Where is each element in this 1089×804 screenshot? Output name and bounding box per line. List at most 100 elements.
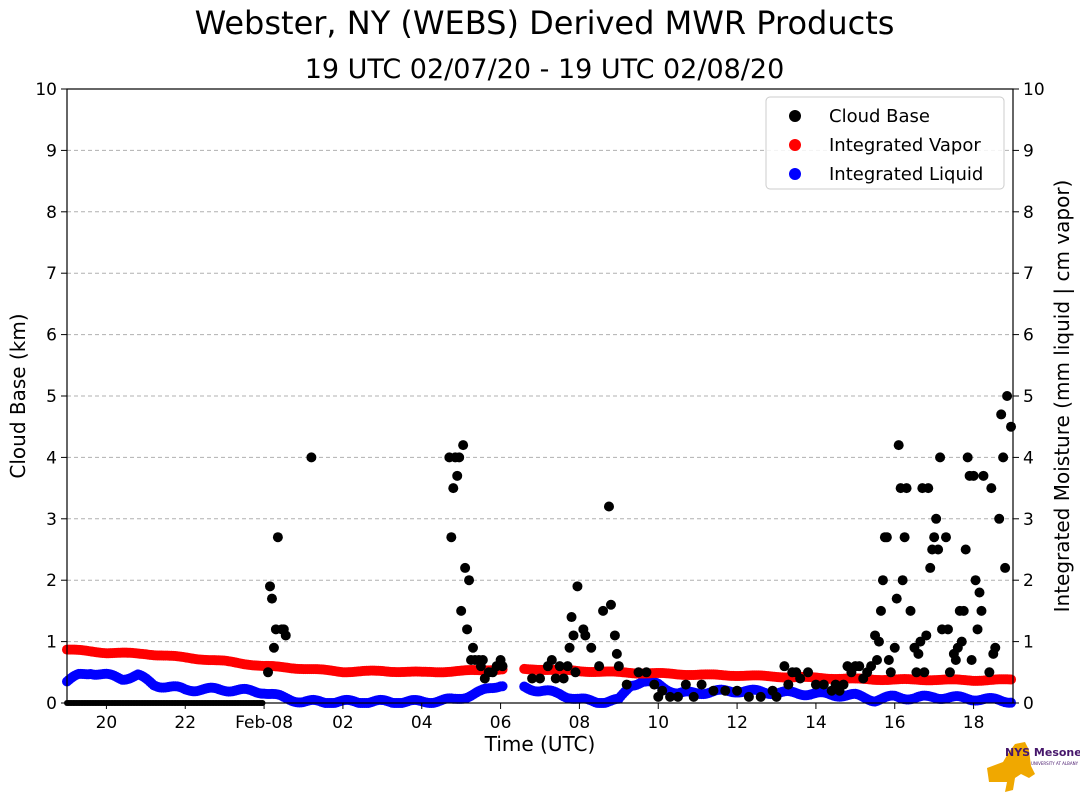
x-tick-label: 16 xyxy=(884,713,906,733)
y2-tick-label: 9 xyxy=(1023,141,1034,161)
legend-label-liquid: Integrated Liquid xyxy=(829,164,983,185)
cloud-base-point xyxy=(976,605,987,616)
cloud-base-point xyxy=(263,667,274,678)
cloud-base-point xyxy=(613,661,624,672)
cloud-base-point xyxy=(566,612,577,623)
cloud-base-point xyxy=(464,575,475,586)
cloud-base-point xyxy=(665,691,676,702)
cloud-base-point xyxy=(448,483,459,494)
y2-tick-label: 10 xyxy=(1023,80,1045,100)
liquid-point xyxy=(497,681,508,692)
cloud-base-point xyxy=(458,440,469,451)
y2-tick-label: 7 xyxy=(1023,264,1034,284)
cloud-base-point xyxy=(550,673,561,684)
y-tick-label: 2 xyxy=(46,571,57,591)
y2-tick-label: 4 xyxy=(1023,448,1034,468)
cloud-base-point xyxy=(1006,421,1017,432)
cloud-base-point xyxy=(998,452,1009,463)
y2-tick-label: 3 xyxy=(1023,510,1034,530)
cloud-base-point xyxy=(720,685,731,696)
x-tick-label: 20 xyxy=(96,713,118,733)
legend-marker-vapor xyxy=(789,139,801,151)
cloud-base-point xyxy=(984,667,995,678)
cloud-base-point xyxy=(264,581,275,592)
cloud-base-point xyxy=(572,581,583,592)
y-tick-label: 1 xyxy=(46,633,57,653)
cloud-base-point xyxy=(497,661,508,672)
x-tick-label: 06 xyxy=(490,713,512,733)
cloud-base-point xyxy=(1000,562,1011,573)
cloud-base-point xyxy=(944,667,955,678)
cloud-base-point xyxy=(266,593,277,604)
x-tick-label: 22 xyxy=(174,713,196,733)
cloud-base-point xyxy=(771,691,782,702)
cloud-base-point xyxy=(872,655,883,666)
cloud-base-point xyxy=(960,544,971,555)
cloud-base-point xyxy=(905,605,916,616)
cloud-base-point xyxy=(996,409,1007,420)
x-tick-label: 02 xyxy=(332,713,354,733)
cloud-base-point xyxy=(586,642,597,653)
x-tick-label: 14 xyxy=(805,713,827,733)
cloud-base-point xyxy=(935,452,946,463)
cloud-base-point xyxy=(818,679,829,690)
cloud-base-point xyxy=(280,630,291,641)
y-tick-label: 3 xyxy=(46,510,57,530)
x-tick-label: 10 xyxy=(647,713,669,733)
y-tick-label: 8 xyxy=(46,203,57,223)
cloud-base-point xyxy=(994,513,1005,524)
cloud-base-point xyxy=(942,624,953,635)
cloud-base-point xyxy=(611,648,622,659)
legend-label-vapor: Integrated Vapor xyxy=(829,135,981,156)
cloud-base-point xyxy=(783,679,794,690)
cloud-base-point xyxy=(972,624,983,635)
cloud-base-point xyxy=(603,501,614,512)
cloud-base-point xyxy=(641,667,652,678)
cloud-base-point xyxy=(919,667,930,678)
y2-tick-label: 2 xyxy=(1023,571,1034,591)
cloud-base-point xyxy=(657,685,668,696)
cloud-base-point xyxy=(633,667,644,678)
cloud-base-point xyxy=(929,532,940,543)
cloud-base-point xyxy=(990,642,1001,653)
cloud-base-point xyxy=(546,655,557,666)
cloud-base-point xyxy=(732,685,743,696)
cloud-base-point xyxy=(956,636,967,647)
cloud-base-point xyxy=(446,532,457,543)
cloud-base-point xyxy=(680,679,691,690)
cloud-base-point xyxy=(527,673,538,684)
legend-marker-liquid xyxy=(789,168,801,180)
cloud-base-point xyxy=(456,605,467,616)
legend-box xyxy=(765,96,1005,190)
cloud-base-point xyxy=(779,661,790,672)
cloud-base-point xyxy=(950,655,961,666)
y-tick-label: 5 xyxy=(46,387,57,407)
cloud-base-point xyxy=(810,679,821,690)
cloud-base-point xyxy=(978,470,989,481)
cloud-base-point xyxy=(893,440,904,451)
gridlines xyxy=(67,149,1013,643)
cloud-base-point xyxy=(877,575,888,586)
cloud-base-point xyxy=(562,661,573,672)
legend: Cloud Base Integrated Vapor Integrated L… xyxy=(765,96,1005,190)
cloud-base-point xyxy=(755,691,766,702)
cloud-base-point xyxy=(968,470,979,481)
cloud-base-point xyxy=(921,630,932,641)
y-tick-label: 10 xyxy=(35,80,57,100)
y2-tick-label: 1 xyxy=(1023,633,1034,653)
series-layer xyxy=(62,391,1017,708)
y-tick-label: 6 xyxy=(46,326,57,346)
y-tick-label: 0 xyxy=(46,694,57,714)
cloud-base-point xyxy=(605,599,616,610)
x-tick-label: 08 xyxy=(569,713,591,733)
x-tick-label: Feb-08 xyxy=(235,713,293,733)
cloud-base-point xyxy=(803,667,814,678)
cloud-base-point xyxy=(854,661,865,672)
cloud-base-point xyxy=(462,624,473,635)
cloud-base-point xyxy=(873,636,884,647)
cloud-base-point xyxy=(554,661,565,672)
cloud-base-point xyxy=(940,532,951,543)
cloud-base-point xyxy=(467,642,478,653)
